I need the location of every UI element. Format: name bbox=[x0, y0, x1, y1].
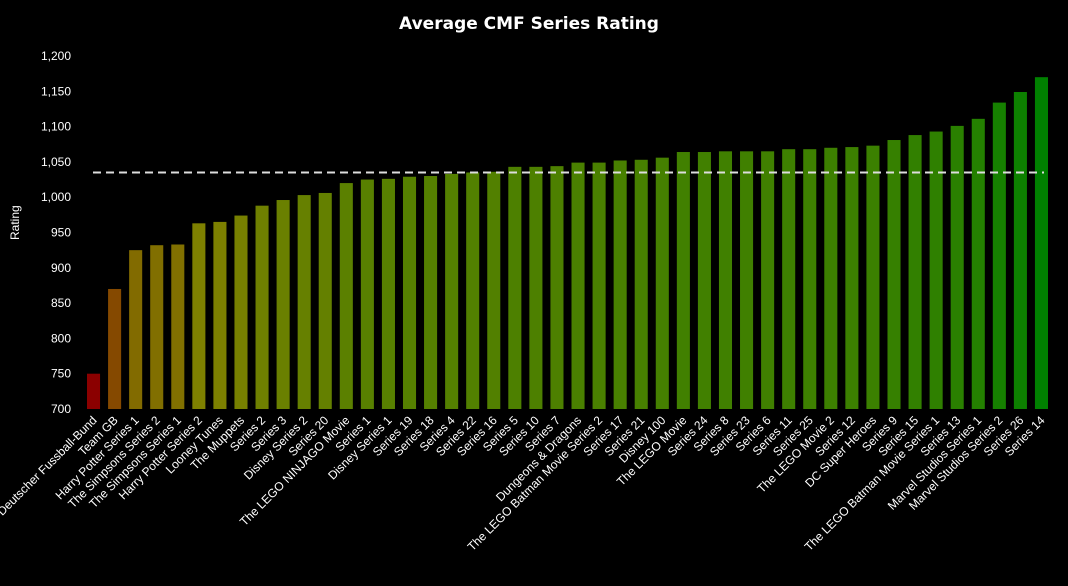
bar[interactable] bbox=[845, 147, 859, 409]
bar[interactable] bbox=[192, 223, 206, 409]
bar[interactable] bbox=[718, 151, 733, 409]
bar[interactable] bbox=[402, 176, 417, 409]
bar[interactable] bbox=[276, 200, 290, 409]
bar[interactable] bbox=[529, 166, 543, 409]
y-tick-label: 900 bbox=[51, 261, 71, 275]
y-tick-label: 800 bbox=[51, 331, 71, 345]
bar[interactable] bbox=[992, 102, 1006, 409]
bar[interactable] bbox=[87, 373, 101, 409]
bar[interactable] bbox=[1013, 92, 1027, 410]
bar[interactable] bbox=[255, 205, 269, 409]
bar[interactable] bbox=[676, 152, 690, 410]
bar[interactable] bbox=[866, 145, 880, 410]
bar[interactable] bbox=[761, 151, 775, 409]
bar[interactable] bbox=[740, 151, 754, 409]
bar[interactable] bbox=[697, 152, 711, 410]
bar[interactable] bbox=[592, 162, 606, 409]
bar[interactable] bbox=[1034, 77, 1048, 410]
y-tick-label: 950 bbox=[51, 226, 71, 240]
bar[interactable] bbox=[445, 173, 459, 409]
bar[interactable] bbox=[634, 159, 648, 409]
y-tick-label: 1,000 bbox=[41, 190, 71, 204]
y-tick-label: 1,200 bbox=[41, 49, 71, 63]
bar[interactable] bbox=[782, 149, 796, 409]
y-tick-label: 850 bbox=[51, 296, 71, 310]
bar[interactable] bbox=[950, 125, 964, 410]
bar[interactable] bbox=[550, 166, 564, 409]
chart-title: Average CMF Series Rating bbox=[399, 14, 659, 34]
bar[interactable] bbox=[466, 172, 480, 409]
bar[interactable] bbox=[971, 118, 985, 410]
y-tick-label: 1,050 bbox=[41, 155, 71, 169]
bar[interactable] bbox=[508, 166, 522, 409]
bar[interactable] bbox=[129, 250, 143, 409]
bar[interactable] bbox=[655, 157, 669, 409]
y-tick-label: 1,100 bbox=[41, 120, 71, 134]
bar[interactable] bbox=[929, 131, 943, 410]
bar[interactable] bbox=[339, 183, 353, 409]
y-tick-label: 750 bbox=[51, 367, 71, 381]
bar[interactable] bbox=[887, 140, 901, 409]
bar[interactable] bbox=[424, 176, 438, 409]
y-tick-label: 700 bbox=[51, 402, 71, 416]
bar[interactable] bbox=[297, 195, 311, 409]
bar[interactable] bbox=[318, 192, 332, 409]
bar[interactable] bbox=[824, 147, 838, 409]
bar[interactable] bbox=[803, 149, 817, 409]
bar[interactable] bbox=[360, 179, 374, 409]
bar[interactable] bbox=[171, 244, 185, 409]
bar[interactable] bbox=[108, 288, 122, 409]
bar[interactable] bbox=[150, 245, 164, 409]
y-tick-label: 1,150 bbox=[41, 84, 71, 98]
bar[interactable] bbox=[381, 178, 395, 409]
bar[interactable] bbox=[908, 135, 922, 409]
bar[interactable] bbox=[571, 162, 585, 409]
bar[interactable] bbox=[213, 221, 227, 409]
bar[interactable] bbox=[487, 171, 501, 409]
bar[interactable] bbox=[234, 215, 248, 409]
bar[interactable] bbox=[613, 160, 627, 409]
